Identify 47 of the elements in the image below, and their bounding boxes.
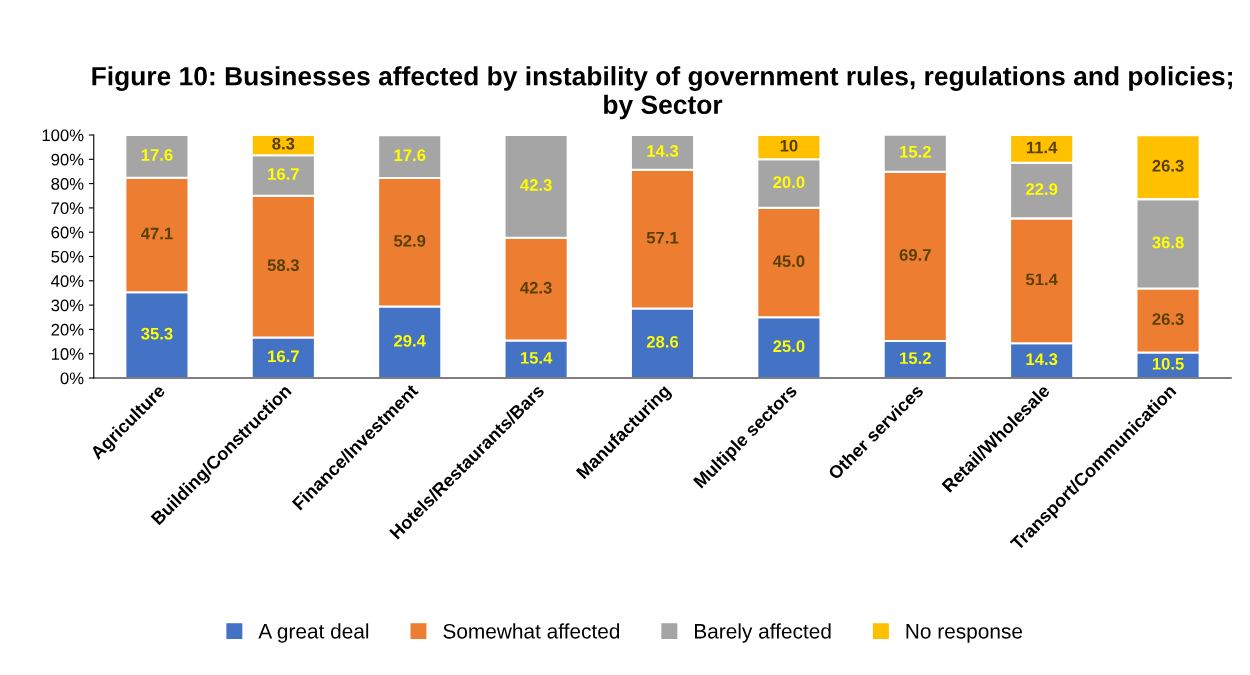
data-label: 57.1 [646, 231, 679, 244]
data-label: 42.3 [520, 179, 552, 191]
data-label: 22.9 [1026, 183, 1058, 195]
data-label: 28.6 [646, 335, 679, 348]
data-label: 42.3 [520, 281, 552, 294]
data-label: 8.3 [272, 137, 295, 150]
data-label: 51.4 [1025, 273, 1058, 286]
data-label: 35.3 [141, 327, 173, 340]
data-label: 20.0 [773, 176, 805, 189]
y-tick-label: 10% [51, 348, 84, 360]
y-tick-label: 30% [51, 299, 84, 312]
data-label: 10.5 [1152, 357, 1184, 370]
legend-label: Somewhat affected [443, 623, 620, 639]
data-label: 16.7 [268, 350, 299, 363]
y-tick-label: 0% [60, 372, 84, 385]
data-label: 10 [780, 139, 798, 152]
data-label: 14.3 [1026, 353, 1058, 366]
y-tick-label: 40% [51, 275, 84, 287]
data-label: 47.1 [140, 227, 173, 240]
data-label: 29.4 [394, 334, 426, 347]
data-label: 15.2 [900, 352, 931, 365]
legend-label: Barely affected [695, 623, 831, 643]
chart-title: Figure 10: Businesses affected by instability of government rules, regulations and policies; by Sector [92, 66, 1232, 120]
legend-label: A great deal [258, 623, 369, 643]
data-label: 17.6 [394, 149, 426, 162]
y-tick-label: 80% [51, 178, 84, 190]
data-label: 36.8 [1152, 236, 1184, 249]
data-label: 15.2 [900, 145, 931, 158]
y-tick-label: 20% [51, 323, 84, 336]
y-tick-label: 100% [42, 129, 84, 142]
data-label: 11.4 [1026, 141, 1058, 154]
y-tick-label: 70% [51, 202, 84, 215]
y-tick-label: 90% [51, 153, 84, 166]
y-tick-label: 50% [51, 250, 84, 263]
data-label: 26.3 [1152, 313, 1184, 326]
data-label: 26.3 [1152, 159, 1184, 172]
y-tick-label: 60% [51, 226, 84, 239]
data-label: 52.9 [394, 234, 426, 247]
data-label: 17.6 [141, 149, 173, 161]
data-label: 45.0 [772, 255, 805, 268]
data-label: 69.7 [899, 249, 931, 261]
data-label: 58.3 [267, 259, 299, 272]
data-label: 16.7 [268, 168, 299, 180]
data-label: 14.3 [647, 145, 679, 157]
data-label: 15.4 [520, 352, 553, 364]
data-label: 25.0 [773, 340, 805, 353]
legend-label: No response [906, 624, 1023, 643]
